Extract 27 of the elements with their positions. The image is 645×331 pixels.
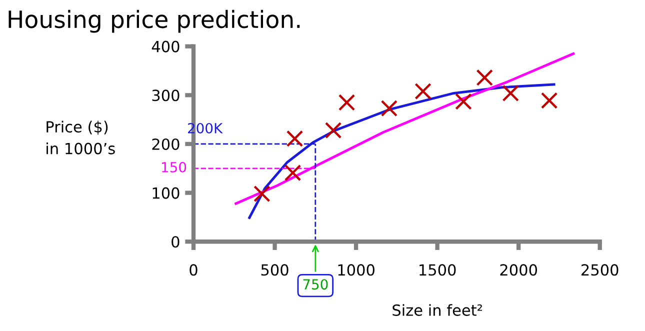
point [254,185,270,202]
y-tick-label: 100 [152,187,180,199]
ref-line-label: 750 [303,279,328,290]
point [502,84,520,102]
y-tick-label: 300 [152,90,180,102]
point [284,164,302,182]
point [455,93,472,110]
point [414,82,432,100]
ref-line-label: 150 [162,162,186,172]
x-tick-label: 500 [261,264,288,276]
x-axis-title: Size in feet² [392,304,482,316]
point [286,130,304,148]
point [338,94,356,111]
point [540,92,558,109]
x-tick-label: 0 [190,264,198,276]
y-tick-label: 0 [172,236,180,248]
x-tick-label: 1500 [420,264,456,276]
y-tick-label: 200 [152,138,180,150]
y-axis-title: Price ($) in 1000’s [46,120,115,154]
point [476,69,494,86]
x-tick-label: 1000 [338,264,374,276]
x-tick-label: 2000 [500,264,538,276]
chart-title: Housing price prediction. [8,10,300,33]
point [380,100,398,117]
point [324,122,342,139]
x-tick-label: 2500 [582,264,618,276]
y-tick-label: 400 [152,40,180,52]
